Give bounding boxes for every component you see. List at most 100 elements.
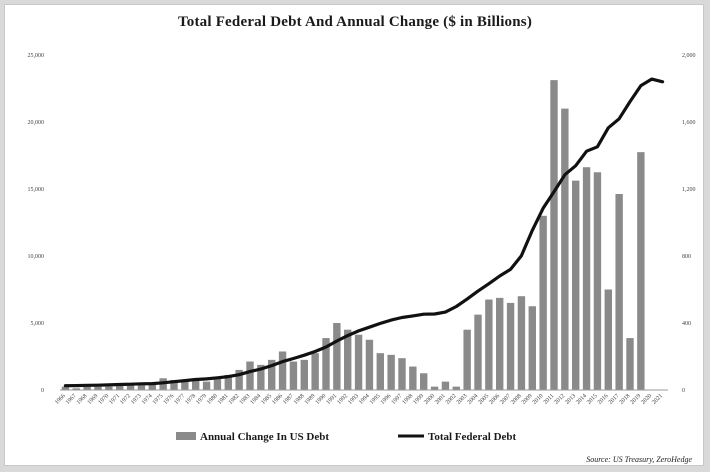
x-tick-label: 1990 — [315, 393, 328, 406]
bar — [452, 386, 460, 390]
x-tick-label: 2020 — [640, 393, 653, 406]
bar — [224, 374, 232, 390]
x-tick-label: 1995 — [369, 393, 382, 406]
x-tick-label: 1992 — [336, 393, 349, 406]
x-tick-label: 2004 — [467, 393, 480, 406]
bar — [148, 383, 156, 390]
bar — [387, 354, 395, 390]
x-tick-label: 1996 — [380, 393, 393, 406]
bar — [170, 379, 178, 390]
x-tick-label: 1982 — [228, 393, 241, 406]
x-tick-label: 2017 — [608, 393, 621, 406]
bar — [550, 80, 558, 390]
x-tick-label: 2005 — [478, 393, 491, 406]
legend-swatch-bars — [176, 432, 196, 440]
x-tick-label: 1980 — [206, 393, 219, 406]
x-tick-label: 1994 — [358, 393, 371, 406]
x-tick-label: 1999 — [412, 393, 425, 406]
x-tick-label: 2009 — [521, 393, 534, 406]
bar — [409, 366, 417, 390]
bar — [593, 172, 602, 390]
bar — [300, 359, 308, 390]
x-tick-label: 1981 — [217, 393, 230, 406]
bar — [116, 384, 124, 390]
bar-series — [61, 80, 645, 390]
x-tick-label: 1971 — [108, 393, 121, 406]
left-axis-ticks: 0 5,000 10,000 15,000 20,000 25,000 — [28, 53, 45, 394]
bar — [474, 314, 482, 390]
x-tick-label: 2001 — [434, 393, 447, 406]
x-tick-label: 1970 — [98, 393, 111, 406]
x-tick-label: 1976 — [163, 393, 176, 406]
bar — [420, 373, 428, 390]
bar — [289, 361, 298, 390]
bar — [126, 384, 135, 390]
left-tick-label: 20,000 — [28, 120, 45, 126]
x-tick-label: 1986 — [271, 393, 284, 406]
bar — [83, 386, 91, 390]
x-tick-label: 1966 — [54, 393, 67, 406]
x-tick-label: 1977 — [174, 393, 187, 406]
x-tick-label: 2002 — [445, 393, 458, 406]
bar — [61, 386, 70, 390]
bar — [539, 215, 547, 390]
bar — [202, 381, 211, 390]
x-tick-label: 1968 — [76, 393, 89, 406]
bar — [615, 194, 623, 390]
bar — [344, 329, 352, 390]
x-tick-label: 2015 — [586, 393, 599, 406]
bar — [528, 306, 536, 390]
bar — [398, 358, 406, 390]
x-tick-label: 1969 — [87, 393, 100, 406]
bar — [441, 381, 450, 390]
bar — [365, 339, 374, 390]
bar — [72, 388, 80, 390]
x-tick-label: 2019 — [630, 393, 643, 406]
x-tick-label: 2013 — [564, 393, 577, 406]
bar — [572, 180, 580, 390]
x-tick-label: 1985 — [260, 393, 273, 406]
left-tick-label: 0 — [41, 388, 44, 394]
right-tick-label: 800 — [682, 254, 691, 260]
bar — [496, 297, 504, 390]
bar — [181, 379, 189, 390]
right-tick-label: 0 — [682, 388, 685, 394]
bar — [105, 386, 113, 390]
total-debt-line — [63, 77, 665, 388]
bar — [463, 329, 471, 390]
x-tick-label: 2003 — [456, 393, 469, 406]
left-tick-label: 25,000 — [28, 53, 45, 59]
bar — [517, 296, 526, 390]
x-tick-label: 1984 — [250, 393, 263, 406]
bar — [333, 323, 341, 390]
bar — [268, 359, 276, 390]
bar — [506, 302, 515, 390]
x-tick-label: 1997 — [391, 393, 404, 406]
x-tick-label: 2007 — [499, 393, 512, 406]
x-tick-label: 1998 — [402, 393, 415, 406]
x-tick-label: 1987 — [282, 393, 295, 406]
x-tick-label: 2000 — [423, 393, 436, 406]
bar — [213, 376, 222, 390]
bar — [192, 379, 200, 390]
bar — [626, 338, 634, 390]
bar — [235, 369, 243, 390]
x-tick-label: 2018 — [619, 393, 632, 406]
x-tick-label: 2008 — [510, 393, 523, 406]
bar — [376, 353, 384, 390]
x-tick-label: 1993 — [347, 393, 360, 406]
x-tick-label: 1979 — [195, 393, 208, 406]
x-tick-label: 1988 — [293, 393, 306, 406]
bar — [311, 353, 319, 390]
x-tick-label: 1991 — [326, 393, 339, 406]
legend-label-line: Total Federal Debt — [428, 431, 517, 443]
bar — [246, 361, 254, 390]
bar — [582, 167, 591, 390]
x-tick-label: 1983 — [239, 393, 252, 406]
left-tick-label: 5,000 — [31, 321, 45, 327]
bar — [561, 108, 569, 390]
legend-label-bars: Annual Change In US Debt — [200, 431, 329, 443]
x-tick-label: 1972 — [119, 393, 132, 406]
legend: Annual Change In US Debt Total Federal De… — [176, 431, 517, 443]
